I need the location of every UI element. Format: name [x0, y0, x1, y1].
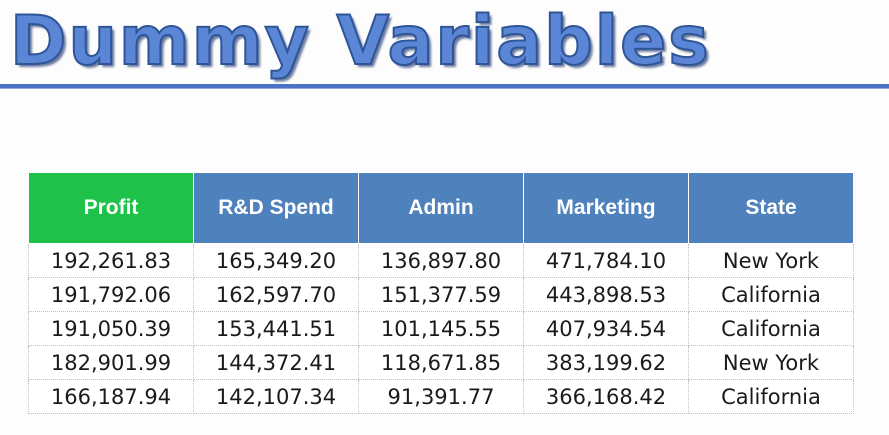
column-header-admin: Admin	[358, 172, 524, 244]
data-table: Profit R&D Spend Admin Marketing State 1…	[28, 172, 854, 414]
cell-rd-spend: 153,441.51	[193, 311, 359, 346]
column-header-marketing: Marketing	[523, 172, 689, 244]
cell-admin: 136,897.80	[358, 243, 524, 278]
cell-state: New York	[688, 243, 854, 278]
column-header-state: State	[688, 172, 854, 244]
table-row: 166,187.94 142,107.34 91,391.77 366,168.…	[28, 379, 854, 414]
cell-state: California	[688, 277, 854, 312]
table-row: 182,901.99 144,372.41 118,671.85 383,199…	[28, 345, 854, 380]
cell-profit: 166,187.94	[28, 379, 194, 414]
cell-profit: 182,901.99	[28, 345, 194, 380]
cell-rd-spend: 165,349.20	[193, 243, 359, 278]
cell-state: California	[688, 311, 854, 346]
cell-marketing: 471,784.10	[523, 243, 689, 278]
cell-admin: 118,671.85	[358, 345, 524, 380]
cell-rd-spend: 142,107.34	[193, 379, 359, 414]
cell-marketing: 407,934.54	[523, 311, 689, 346]
table-header-row: Profit R&D Spend Admin Marketing State	[28, 172, 854, 244]
cell-marketing: 443,898.53	[523, 277, 689, 312]
cell-rd-spend: 162,597.70	[193, 277, 359, 312]
cell-profit: 192,261.83	[28, 243, 194, 278]
cell-admin: 151,377.59	[358, 277, 524, 312]
cell-state: California	[688, 379, 854, 414]
cell-state: New York	[688, 345, 854, 380]
cell-marketing: 366,168.42	[523, 379, 689, 414]
cell-rd-spend: 144,372.41	[193, 345, 359, 380]
slide-title: Dummy Variables	[9, 1, 711, 82]
table-row: 191,050.39 153,441.51 101,145.55 407,934…	[28, 311, 854, 346]
table-row: 192,261.83 165,349.20 136,897.80 471,784…	[28, 243, 854, 278]
cell-admin: 91,391.77	[358, 379, 524, 414]
table-row: 191,792.06 162,597.70 151,377.59 443,898…	[28, 277, 854, 312]
column-header-rd-spend: R&D Spend	[193, 172, 359, 244]
title-underline	[0, 84, 889, 89]
column-header-profit: Profit	[28, 172, 194, 244]
cell-admin: 101,145.55	[358, 311, 524, 346]
cell-marketing: 383,199.62	[523, 345, 689, 380]
cell-profit: 191,050.39	[28, 311, 194, 346]
cell-profit: 191,792.06	[28, 277, 194, 312]
